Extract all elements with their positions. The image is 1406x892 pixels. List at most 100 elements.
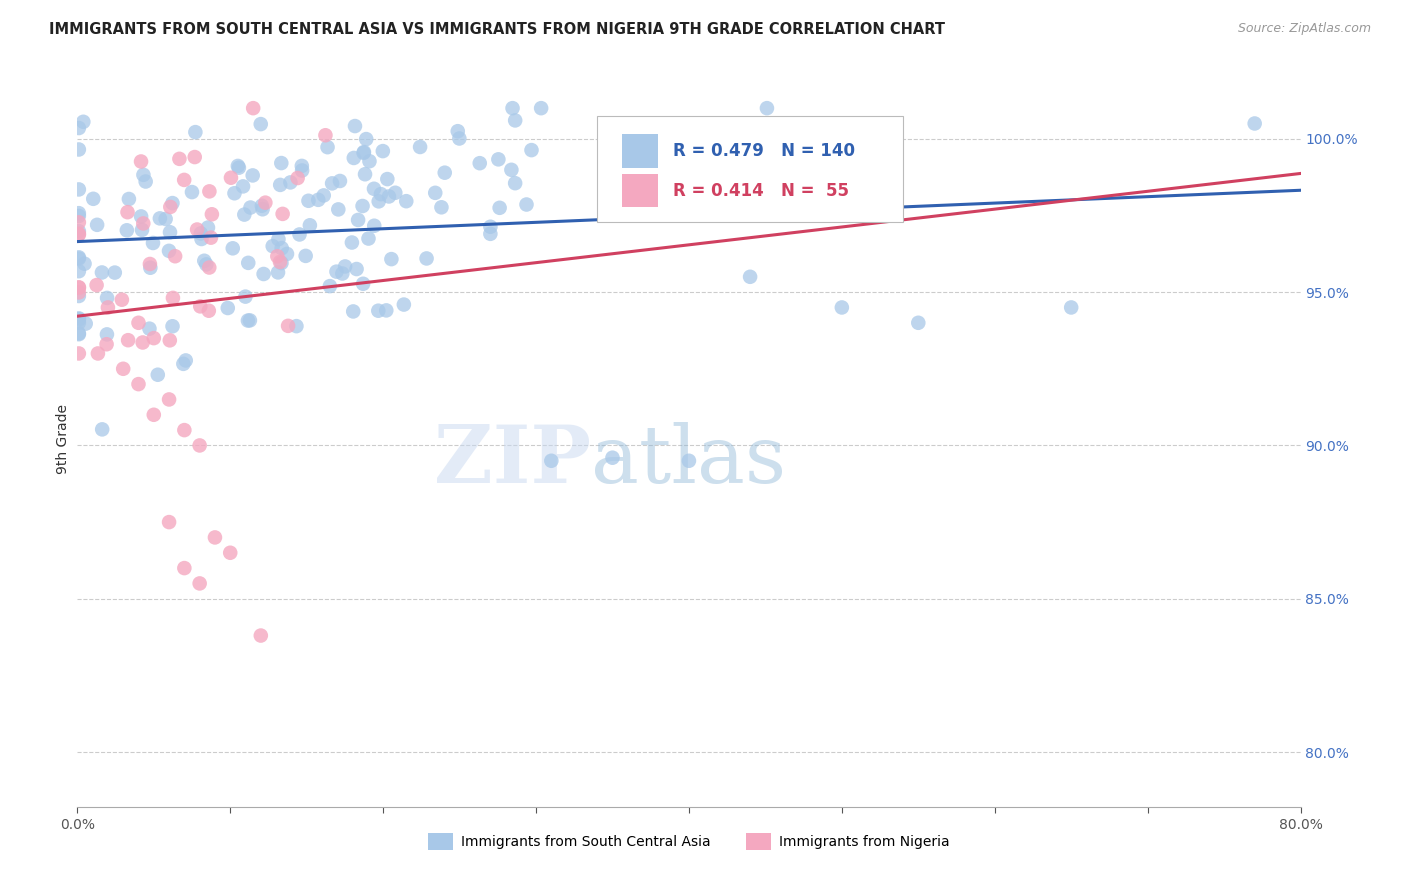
Point xyxy=(395,194,418,209)
Point xyxy=(316,140,339,154)
Point xyxy=(96,327,118,342)
Point xyxy=(449,131,471,145)
Point xyxy=(200,230,222,244)
Point xyxy=(228,161,250,175)
FancyBboxPatch shape xyxy=(621,135,658,168)
Point xyxy=(678,454,700,468)
Point xyxy=(172,357,194,371)
Point xyxy=(270,156,292,170)
Point xyxy=(96,337,118,351)
Point xyxy=(239,201,262,215)
Point xyxy=(501,162,523,177)
Point xyxy=(392,297,415,311)
Point xyxy=(219,170,242,185)
Point xyxy=(67,251,90,265)
Point xyxy=(330,267,353,281)
Point xyxy=(357,231,380,245)
Point xyxy=(288,227,311,242)
Point xyxy=(162,196,184,211)
Point xyxy=(370,187,392,202)
Point xyxy=(235,290,257,304)
Point xyxy=(67,289,90,303)
Point xyxy=(371,144,394,158)
Point xyxy=(222,241,245,255)
Point xyxy=(250,199,273,213)
Text: Source: ZipAtlas.com: Source: ZipAtlas.com xyxy=(1237,22,1371,36)
Point xyxy=(415,252,437,266)
Point xyxy=(173,173,195,187)
Point xyxy=(343,119,366,133)
Point xyxy=(112,361,135,376)
Point xyxy=(447,124,470,138)
Point xyxy=(907,316,929,330)
Point xyxy=(233,208,256,222)
Point xyxy=(430,200,453,214)
Point xyxy=(346,262,368,277)
Point xyxy=(298,219,321,233)
Point xyxy=(157,244,180,258)
Point xyxy=(115,223,138,237)
Point xyxy=(195,257,218,271)
Point xyxy=(267,232,290,246)
Point xyxy=(425,186,447,200)
Point xyxy=(530,101,553,115)
Point xyxy=(139,260,162,275)
Text: atlas: atlas xyxy=(591,423,786,500)
Point xyxy=(380,252,402,266)
Point xyxy=(67,264,90,278)
Point xyxy=(1060,301,1083,315)
Point xyxy=(329,174,352,188)
Point xyxy=(291,159,314,173)
Point xyxy=(138,321,160,335)
Point xyxy=(312,188,335,202)
Point xyxy=(67,227,90,241)
Point xyxy=(67,121,90,136)
Text: IMMIGRANTS FROM SOUTH CENTRAL ASIA VS IMMIGRANTS FROM NIGERIA 9TH GRADE CORRELAT: IMMIGRANTS FROM SOUTH CENTRAL ASIA VS IM… xyxy=(49,22,945,37)
Point xyxy=(155,211,177,226)
Point xyxy=(67,224,90,238)
Point xyxy=(219,546,242,560)
Point xyxy=(181,185,204,199)
Point xyxy=(142,408,165,422)
Point xyxy=(131,223,153,237)
Point xyxy=(342,304,364,318)
Point xyxy=(75,317,97,331)
Point xyxy=(157,392,180,407)
Point xyxy=(503,176,526,190)
Point xyxy=(162,319,184,334)
Point xyxy=(267,265,290,279)
Point xyxy=(242,169,264,183)
Point xyxy=(352,277,374,291)
Point xyxy=(343,151,366,165)
Point xyxy=(319,279,342,293)
Point xyxy=(67,326,90,341)
Point xyxy=(67,143,90,157)
Point xyxy=(328,202,350,217)
Point xyxy=(354,132,377,146)
Point xyxy=(740,269,762,284)
Point xyxy=(375,172,398,186)
Point xyxy=(239,313,262,327)
Point xyxy=(384,186,406,200)
Point xyxy=(831,301,853,315)
Point xyxy=(270,256,292,270)
Point xyxy=(67,327,90,342)
Point xyxy=(238,256,260,270)
Point xyxy=(352,199,374,213)
Point xyxy=(204,531,226,545)
Point xyxy=(104,266,127,280)
Point xyxy=(602,450,624,465)
Point xyxy=(127,377,149,392)
Point xyxy=(117,333,139,347)
Point xyxy=(132,216,155,230)
Point xyxy=(254,195,277,210)
Point xyxy=(132,168,155,182)
Point xyxy=(67,227,90,242)
Point xyxy=(271,207,294,221)
Point xyxy=(363,182,385,196)
Point xyxy=(333,260,356,274)
Point xyxy=(236,313,259,327)
Point xyxy=(277,318,299,333)
Point xyxy=(197,220,219,235)
Point xyxy=(321,177,343,191)
